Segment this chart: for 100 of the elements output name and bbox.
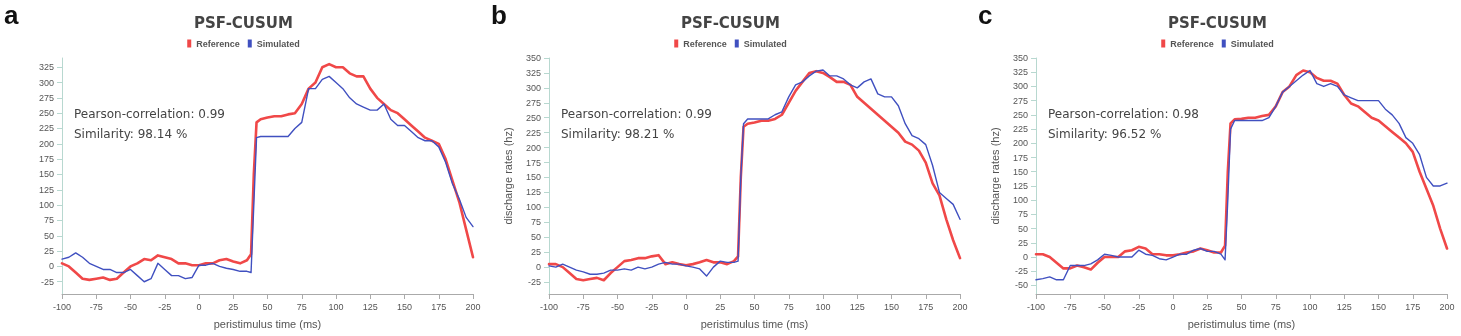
legend-label: Reference (683, 38, 727, 49)
x-tick-label: 125 (362, 301, 378, 312)
x-tick-label: -100 (52, 301, 72, 312)
legend-label: Simulated (743, 38, 787, 49)
annotation: Pearson-correlation: 0.99 (561, 107, 712, 121)
x-tick-label: 125 (1336, 301, 1352, 312)
chart-title: PSF-CUSUM (681, 13, 780, 32)
x-tick-label: 175 (431, 301, 447, 312)
x-axis-title: peristimulus time (ms) (700, 317, 809, 330)
x-tick-label: 100 (1302, 301, 1318, 312)
y-tick-label: 200 (525, 142, 541, 153)
y-tick-label: 75 (1017, 209, 1028, 220)
annotation: Similarity: 98.14 % (74, 127, 188, 141)
text: b (491, 0, 507, 30)
y-tick-label: 25 (43, 246, 54, 257)
chart-title: PSF-CUSUM (1168, 13, 1267, 32)
y-tick-label: 25 (530, 247, 541, 258)
x-tick-label: 200 (952, 301, 968, 312)
y-tick-label: 250 (38, 108, 54, 119)
y-tick-label: 275 (38, 92, 54, 103)
y-tick-label: 75 (43, 215, 54, 226)
x-tick-label: -50 (123, 301, 138, 312)
x-tick-label: 150 (396, 301, 413, 312)
y-tick-label: 100 (1012, 195, 1028, 206)
x-tick-label: 125 (849, 301, 865, 312)
x-tick-label: 0 (1170, 301, 1176, 312)
y-tick-label: -25 (527, 277, 541, 288)
y-tick-label: 50 (1017, 223, 1028, 234)
x-tick-label: 175 (1405, 301, 1421, 312)
y-tick-label: 250 (525, 112, 541, 123)
y-tick-label: -25 (40, 276, 54, 287)
x-tick-label: 75 (1270, 301, 1281, 312)
legend-label: Reference (1170, 38, 1214, 49)
x-tick-label: 0 (683, 301, 689, 312)
legend-label: Simulated (1230, 38, 1274, 49)
y-tick-label: 125 (525, 187, 541, 198)
y-tick-label: -50 (1014, 280, 1028, 291)
x-tick-label: -100 (539, 301, 559, 312)
y-tick-label: 275 (1012, 95, 1028, 106)
y-tick-label: 325 (38, 62, 54, 73)
y-axis-title: discharge rates (hz) (501, 127, 514, 225)
y-tick-label: 175 (1012, 152, 1028, 163)
y-tick-label: 200 (38, 138, 54, 149)
y-tick-label: 300 (1012, 81, 1028, 92)
y-tick-label: 250 (1012, 109, 1028, 120)
x-tick-label: 100 (328, 301, 344, 312)
legend-label: Reference (196, 38, 240, 49)
y-tick-label: 275 (525, 97, 541, 108)
x-tick-label: 50 (1236, 301, 1247, 312)
y-tick-label: 150 (1012, 166, 1028, 177)
y-tick-label: 300 (525, 82, 541, 93)
y-tick-label: 200 (1012, 138, 1028, 149)
x-tick-label: 100 (815, 301, 831, 312)
x-tick-label: 175 (918, 301, 934, 312)
y-tick-label: 100 (525, 202, 541, 213)
y-tick-label: 350 (1012, 53, 1028, 63)
y-tick-label: 125 (38, 184, 54, 195)
x-tick-label: -50 (610, 301, 625, 312)
x-tick-label: 200 (465, 301, 481, 312)
x-tick-label: -25 (1132, 301, 1146, 312)
x-tick-label: 50 (749, 301, 760, 312)
x-tick-label: -75 (576, 301, 590, 312)
y-tick-label: 50 (43, 230, 54, 241)
x-tick-label: 25 (228, 301, 239, 312)
annotation: Similarity: 98.21 % (561, 127, 675, 141)
y-tick-label: 325 (525, 67, 541, 78)
x-tick-label: 75 (296, 301, 307, 312)
x-tick-label: -75 (1063, 301, 1077, 312)
y-tick-label: 0 (535, 262, 541, 273)
y-tick-label: 100 (38, 200, 54, 211)
y-tick-label: 225 (525, 127, 541, 138)
y-tick-label: 50 (530, 232, 541, 243)
y-tick-label: 300 (38, 77, 54, 88)
x-tick-label: -100 (1026, 301, 1046, 312)
y-tick-label: 125 (1012, 180, 1028, 191)
y-tick-label: 325 (1012, 67, 1028, 78)
x-tick-label: -75 (89, 301, 103, 312)
y-tick-label: 175 (525, 157, 541, 168)
x-tick-label: 0 (196, 301, 202, 312)
x-tick-label: 50 (262, 301, 273, 312)
y-tick-label: 150 (525, 172, 541, 183)
x-tick-label: 75 (783, 301, 794, 312)
x-axis-title: peristimulus time (ms) (213, 317, 322, 330)
x-tick-label: 25 (1202, 301, 1213, 312)
y-tick-label: 0 (48, 261, 54, 272)
y-axis-title: discharge rates (hz) (988, 127, 1001, 225)
x-tick-label: 200 (1439, 301, 1455, 312)
chart-title: PSF-CUSUM (194, 13, 293, 32)
y-tick-label: 225 (1012, 124, 1028, 135)
annotation: Similarity: 96.52 % (1048, 127, 1162, 141)
x-tick-label: -25 (158, 301, 172, 312)
text: c (978, 0, 993, 30)
y-tick-label: 350 (525, 53, 541, 63)
x-axis-title: peristimulus time (ms) (1187, 317, 1296, 330)
y-tick-label: 0 (1022, 252, 1028, 263)
y-tick-label: 150 (38, 169, 54, 180)
y-tick-label: -25 (1014, 266, 1028, 277)
legend-label: Simulated (256, 38, 300, 49)
x-tick-label: 150 (1370, 301, 1387, 312)
y-tick-label: 75 (530, 217, 541, 228)
